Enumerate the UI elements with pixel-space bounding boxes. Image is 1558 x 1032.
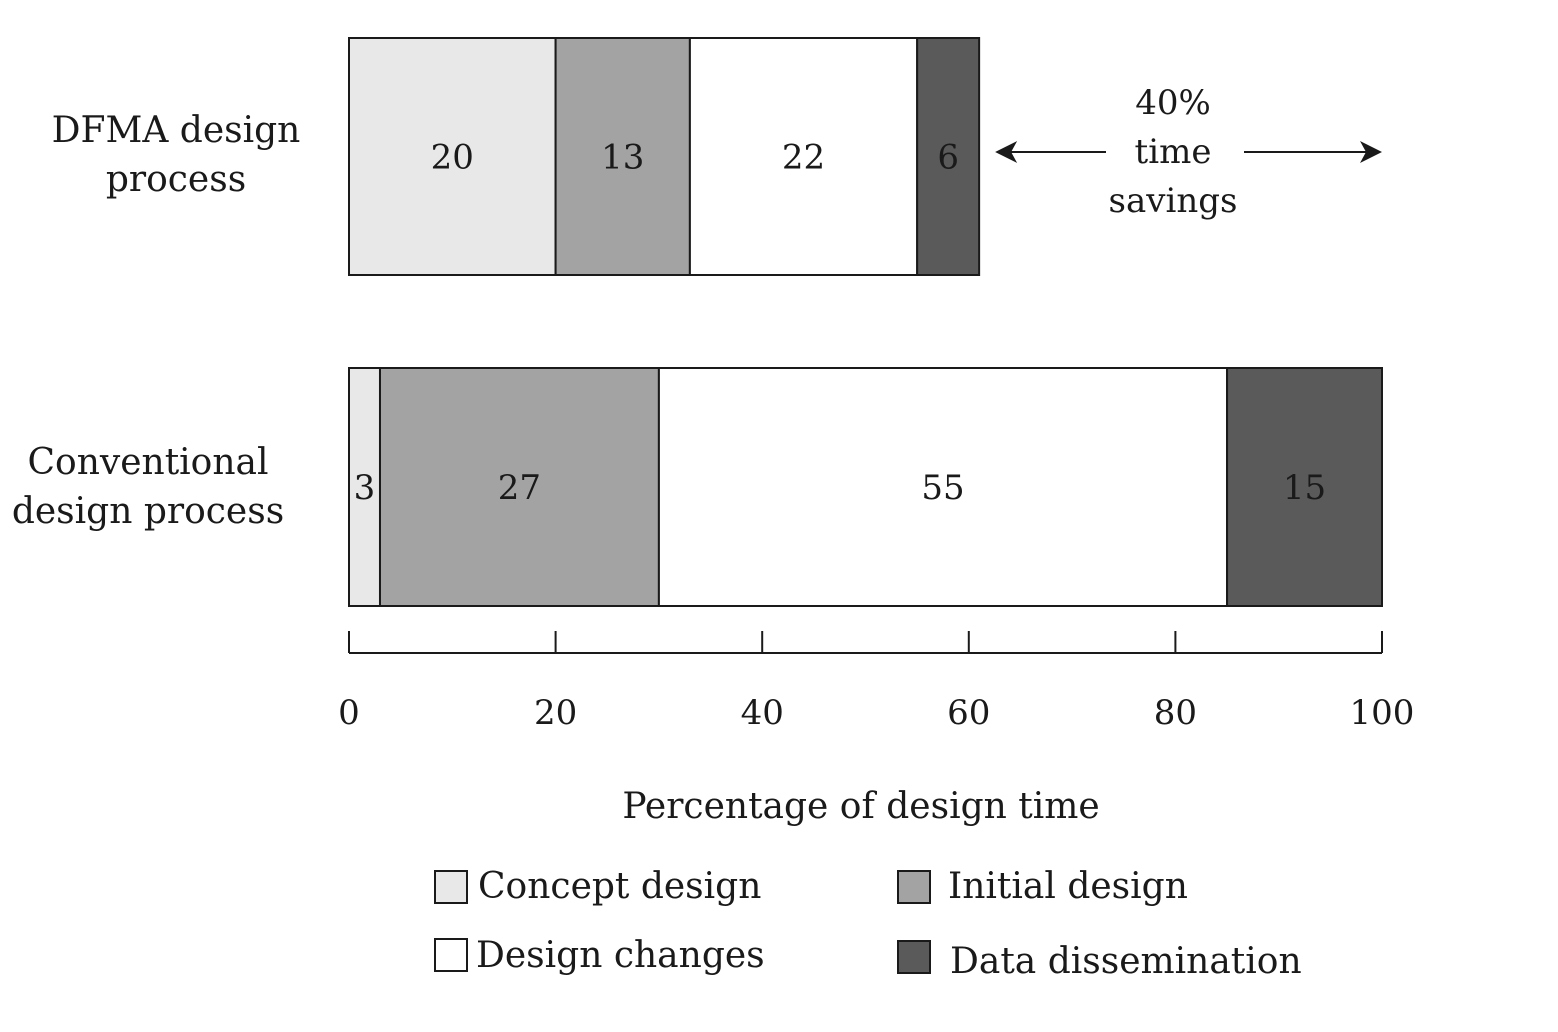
bar-segment-initial-design (554, 37, 691, 276)
legend-label: Concept design (478, 866, 761, 907)
category-label: design process (12, 491, 284, 532)
legend-label: Data dissemination (950, 941, 1302, 982)
x-tick-label: 60 (947, 693, 990, 733)
bar-row-dfma: 20 13 22 6 (348, 37, 981, 276)
category-label: Conventional (27, 442, 268, 483)
data-label-concept-design: 3 (354, 468, 376, 508)
legend-item-concept-design: Concept design (434, 866, 761, 907)
annotation-text: time (1135, 132, 1212, 172)
annotation-text: savings (1109, 181, 1238, 221)
x-tick-label: 20 (534, 693, 577, 733)
legend-item-design-changes: Design changes (434, 935, 765, 976)
legend-item-data-dissemination: Data dissemination (897, 940, 1302, 982)
legend-swatch (897, 940, 931, 974)
category-labels: DFMA design process Conventional design pro… (12, 110, 301, 532)
data-label-design-changes: 55 (921, 468, 964, 508)
data-label-data-dissemination: 15 (1283, 468, 1326, 508)
legend-swatch (434, 870, 468, 904)
data-label-design-changes: 22 (782, 138, 825, 178)
bar-segment-concept-design (348, 367, 381, 607)
bar-segment-data-dissemination (1226, 367, 1384, 607)
x-axis: 0 20 40 60 80 100 (338, 631, 1414, 733)
bar-segment-initial-design (378, 367, 660, 607)
legend-swatch (897, 870, 931, 904)
bar-row-conventional: 3 27 55 15 (348, 367, 1384, 607)
legend-swatch (434, 938, 468, 972)
bar-segment-data-dissemination (916, 37, 981, 276)
x-tick-label: 100 (1350, 693, 1415, 733)
x-tick-label: 0 (338, 693, 360, 733)
bar-segment-design-changes (657, 367, 1229, 607)
data-label-data-dissemination: 6 (937, 138, 959, 178)
legend-label: Initial design (948, 866, 1188, 907)
category-label: process (106, 159, 246, 200)
annotation-text: 40% (1135, 83, 1211, 123)
data-label-concept-design: 20 (431, 138, 474, 178)
legend: Concept design Initial design Design chang… (434, 866, 1302, 982)
legend-label: Design changes (476, 935, 765, 976)
bars-layer: 20 13 22 6 3 27 55 15 (348, 37, 1384, 607)
data-label-initial-design: 27 (498, 468, 541, 508)
bar-segment-concept-design (348, 37, 557, 276)
x-axis-title: Percentage of design time (622, 786, 1099, 827)
time-savings-annotation: 40% time savings (995, 83, 1382, 221)
arrow-left-head (995, 141, 1018, 163)
bar-segment-design-changes (688, 37, 919, 276)
data-label-initial-design: 13 (601, 138, 644, 178)
x-tick-label: 40 (741, 693, 784, 733)
x-tick-label: 80 (1154, 693, 1197, 733)
legend-item-initial-design: Initial design (897, 866, 1188, 907)
category-label: DFMA design (52, 110, 301, 151)
arrow-right-head (1360, 141, 1382, 163)
